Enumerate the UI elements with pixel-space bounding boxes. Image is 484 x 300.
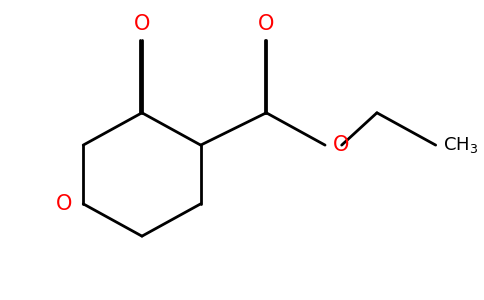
Text: CH$_3$: CH$_3$: [443, 135, 479, 155]
Text: O: O: [134, 14, 150, 34]
Text: O: O: [56, 194, 72, 214]
Text: O: O: [333, 135, 349, 155]
Text: O: O: [258, 14, 274, 34]
